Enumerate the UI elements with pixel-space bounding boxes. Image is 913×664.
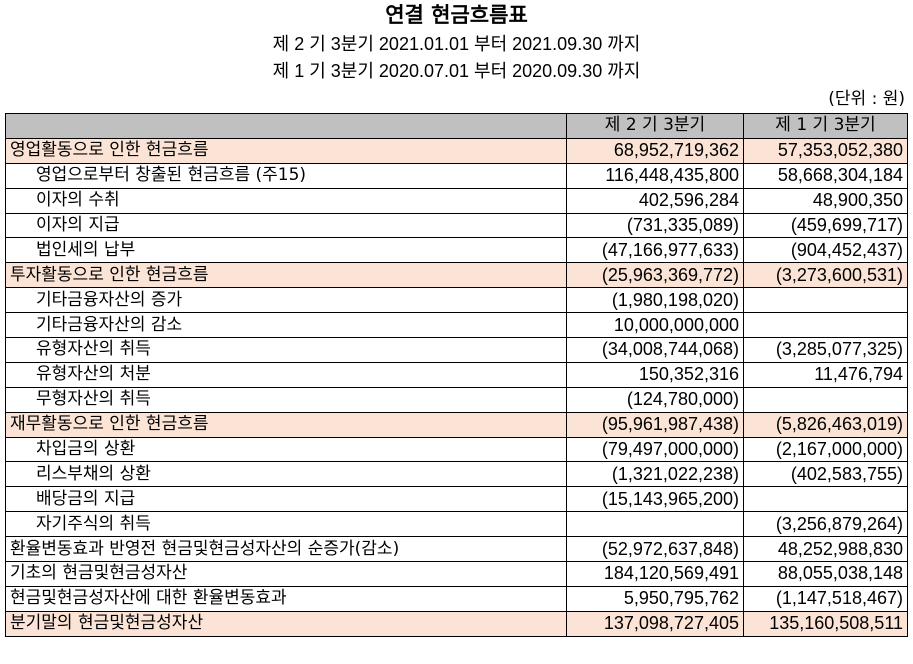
row-label: 분기말의 현금및현금성자산 — [5, 610, 567, 637]
row-prior-value: 88,055,038,148 — [743, 561, 908, 587]
row-prior-value: (1,147,518,467) — [743, 585, 908, 612]
row-label: 기초의 현금및현금성자산 — [5, 561, 567, 587]
row-prior-value: 11,476,794 — [743, 361, 908, 388]
row-label: 이자의 수취 — [5, 187, 567, 214]
row-prior-value — [743, 287, 908, 314]
row-current-value: (47,166,977,633) — [566, 237, 744, 264]
table-row: 배당금의 지급 (15,143,965,200) — [5, 486, 908, 513]
row-current-value: (731,335,089) — [566, 212, 744, 239]
row-current-value: (124,780,000) — [566, 386, 744, 413]
row-label: 재무활동으로 인한 현금흐름 — [5, 411, 567, 438]
header-label-cell — [5, 113, 567, 139]
row-current-value: 402,596,284 — [566, 187, 744, 214]
row-current-value: (79,497,000,000) — [566, 436, 744, 463]
row-current-value: (15,143,965,200) — [566, 486, 744, 513]
row-prior-value: (904,452,437) — [743, 237, 908, 264]
row-prior-value: 48,900,350 — [743, 187, 908, 214]
cash-flow-table: 제 2 기 3분기 제 1 기 3분기 영업활동으로 인한 현금흐름 68,95… — [5, 113, 908, 637]
row-label: 차입금의 상환 — [5, 436, 567, 463]
row-current-value: (1,321,022,238) — [566, 461, 744, 488]
row-prior-value: (459,699,717) — [743, 212, 908, 239]
row-label: 투자활동으로 인한 현금흐름 — [5, 262, 567, 289]
row-current-value: (95,961,987,438) — [566, 411, 744, 438]
statement-title: 연결 현금흐름표 — [385, 3, 528, 27]
row-label: 유형자산의 처분 — [5, 361, 567, 388]
row-label: 배당금의 지급 — [5, 486, 567, 513]
table-row: 무형자산의 취득 (124,780,000) — [5, 386, 908, 413]
row-label: 기타금융자산의 증가 — [5, 287, 567, 314]
table-row: 이자의 수취 402,596,284 48,900,350 — [5, 187, 908, 214]
table-row: 영업으로부터 창출된 현금흐름 (주15) 116,448,435,800 58… — [5, 162, 908, 189]
row-label: 유형자산의 취득 — [5, 337, 567, 363]
row-current-value: 68,952,719,362 — [566, 137, 744, 164]
table-row: 이자의 지급 (731,335,089) (459,699,717) — [5, 212, 908, 239]
table-row: 차입금의 상환 (79,497,000,000) (2,167,000,000) — [5, 436, 908, 463]
row-prior-value: 48,252,988,830 — [743, 536, 908, 563]
unit-label: (단위 : 원) — [828, 89, 905, 109]
period-line-prior: 제 1 기 3분기 2020.07.01 부터 2020.09.30 까지 — [272, 61, 641, 81]
row-label: 법인세의 납부 — [5, 237, 567, 264]
table-row: 기초의 현금및현금성자산 184,120,569,491 88,055,038,… — [5, 561, 908, 587]
row-label: 현금및현금성자산에 대한 환율변동효과 — [5, 585, 567, 612]
table-row: 환율변동효과 반영전 현금및현금성자산의 순증가(감소) (52,972,637… — [5, 536, 908, 563]
row-current-value: 116,448,435,800 — [566, 162, 744, 189]
row-prior-value: (3,285,077,325) — [743, 337, 908, 363]
row-label: 이자의 지급 — [5, 212, 567, 239]
table-row: 현금및현금성자산에 대한 환율변동효과 5,950,795,762 (1,147… — [5, 585, 908, 612]
table-row-section: 투자활동으로 인한 현금흐름 (25,963,369,772) (3,273,6… — [5, 262, 908, 289]
row-current-value: (52,972,637,848) — [566, 536, 744, 563]
row-current-value: 5,950,795,762 — [566, 585, 744, 612]
row-label: 영업활동으로 인한 현금흐름 — [5, 137, 567, 164]
period-line-current: 제 2 기 3분기 2021.01.01 부터 2021.09.30 까지 — [272, 34, 641, 54]
row-current-value: 184,120,569,491 — [566, 561, 744, 587]
row-prior-value — [743, 386, 908, 413]
row-current-value: 137,098,727,405 — [566, 610, 744, 637]
header-prior-period: 제 1 기 3분기 — [743, 113, 908, 139]
table-row: 유형자산의 처분 150,352,316 11,476,794 — [5, 361, 908, 388]
row-current-value: (1,980,198,020) — [566, 287, 744, 314]
table-row: 유형자산의 취득 (34,008,744,068) (3,285,077,325… — [5, 337, 908, 363]
row-label: 리스부채의 상환 — [5, 461, 567, 488]
row-label: 무형자산의 취득 — [5, 386, 567, 413]
row-label: 자기주식의 취득 — [5, 511, 567, 538]
row-prior-value: (3,273,600,531) — [743, 262, 908, 289]
table-row: 리스부채의 상환 (1,321,022,238) (402,583,755) — [5, 461, 908, 488]
header-current-period: 제 2 기 3분기 — [566, 113, 744, 139]
row-current-value — [566, 511, 744, 538]
row-prior-value — [743, 486, 908, 513]
row-prior-value — [743, 312, 908, 339]
row-prior-value: (402,583,755) — [743, 461, 908, 488]
table-row-total: 분기말의 현금및현금성자산 137,098,727,405 135,160,50… — [5, 610, 908, 637]
row-label: 영업으로부터 창출된 현금흐름 (주15) — [5, 162, 567, 189]
table-row-section: 영업활동으로 인한 현금흐름 68,952,719,362 57,353,052… — [5, 137, 908, 164]
row-label: 기타금융자산의 감소 — [5, 312, 567, 339]
row-current-value: (25,963,369,772) — [566, 262, 744, 289]
table-row: 법인세의 납부 (47,166,977,633) (904,452,437) — [5, 237, 908, 264]
row-prior-value: 57,353,052,380 — [743, 137, 908, 164]
row-prior-value: (2,167,000,000) — [743, 436, 908, 463]
table-header-row: 제 2 기 3분기 제 1 기 3분기 — [5, 113, 908, 139]
row-current-value: 10,000,000,000 — [566, 312, 744, 339]
row-prior-value: (3,256,879,264) — [743, 511, 908, 538]
row-prior-value: 135,160,508,511 — [743, 610, 908, 637]
table-row: 자기주식의 취득 (3,256,879,264) — [5, 511, 908, 538]
table-row-section: 재무활동으로 인한 현금흐름 (95,961,987,438) (5,826,4… — [5, 411, 908, 438]
table-row: 기타금융자산의 감소 10,000,000,000 — [5, 312, 908, 339]
table-row: 기타금융자산의 증가 (1,980,198,020) — [5, 287, 908, 314]
row-current-value: 150,352,316 — [566, 361, 744, 388]
row-prior-value: 58,668,304,184 — [743, 162, 908, 189]
row-prior-value: (5,826,463,019) — [743, 411, 908, 438]
row-label: 환율변동효과 반영전 현금및현금성자산의 순증가(감소) — [5, 536, 567, 563]
row-current-value: (34,008,744,068) — [566, 337, 744, 363]
